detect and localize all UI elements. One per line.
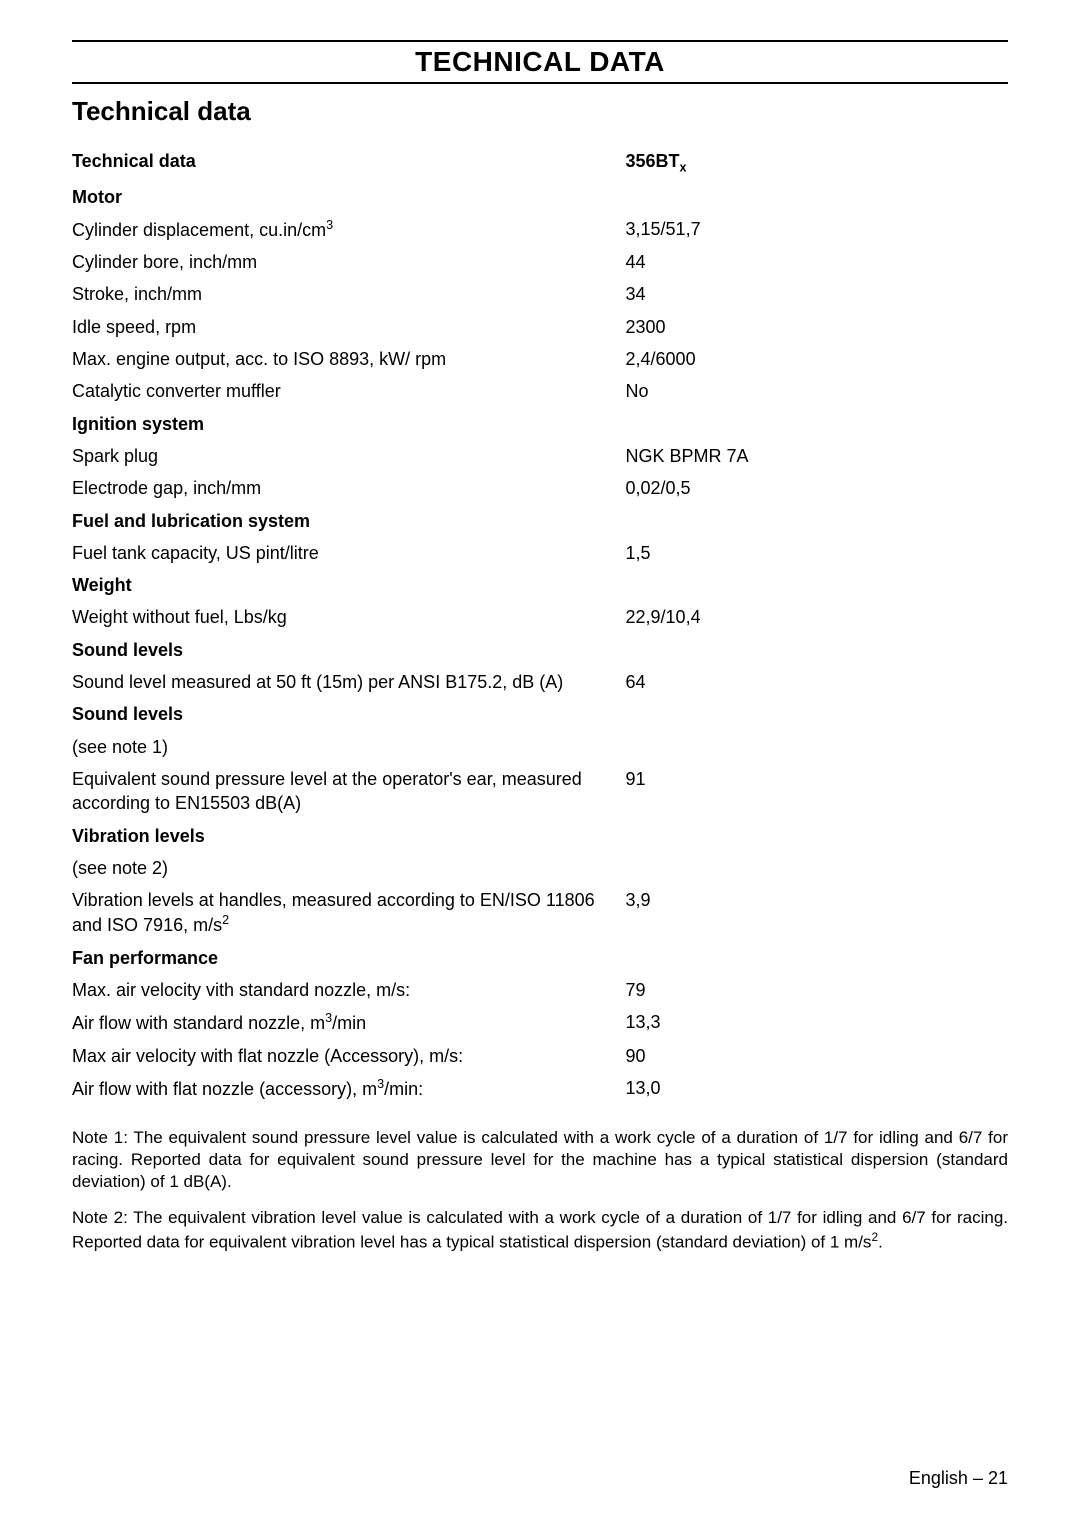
notes-block: Note 1: The equivalent sound pressure le…	[72, 1127, 1008, 1253]
section-header: Fuel and lubrication system	[72, 505, 606, 537]
table-row-value: 90	[606, 1040, 1008, 1072]
table-row-value: 22,9/10,4	[606, 601, 1008, 633]
section-header: Weight	[72, 569, 606, 601]
table-row-label: Catalytic converter muffler	[72, 375, 606, 407]
table-row-label: Equivalent sound pressure level at the o…	[72, 763, 606, 820]
note-2-text: Note 2: The equivalent vibration level v…	[72, 1208, 1008, 1251]
table-row-label: Weight without fuel, Lbs/kg	[72, 601, 606, 633]
table-row-label: Stroke, inch/mm	[72, 278, 606, 310]
table-header-col1: Technical data	[72, 145, 606, 181]
table-row-label: Idle speed, rpm	[72, 311, 606, 343]
table-row-label: Air flow with standard nozzle, m3/min	[72, 1006, 606, 1039]
page-title: TECHNICAL DATA	[72, 46, 1008, 78]
section-header: Sound levels	[72, 698, 606, 730]
table-row-value: 79	[606, 974, 1008, 1006]
table-row-value: 0,02/0,5	[606, 472, 1008, 504]
table-row-value: 13,3	[606, 1006, 1008, 1039]
table-row-value: 44	[606, 246, 1008, 278]
technical-data-table: Technical data356BTxMotorCylinder displa…	[72, 145, 1008, 1105]
table-row-label: Air flow with flat nozzle (accessory), m…	[72, 1072, 606, 1105]
section-header: Motor	[72, 181, 606, 213]
section-header: Fan performance	[72, 942, 606, 974]
table-row-value: 34	[606, 278, 1008, 310]
note-1: Note 1: The equivalent sound pressure le…	[72, 1127, 1008, 1193]
table-row-label: Sound level measured at 50 ft (15m) per …	[72, 666, 606, 698]
table-row-value: 2300	[606, 311, 1008, 343]
table-row-value: No	[606, 375, 1008, 407]
footer-lang: English	[909, 1468, 968, 1488]
table-row-label: Max air velocity with flat nozzle (Acces…	[72, 1040, 606, 1072]
table-row-label: Spark plug	[72, 440, 606, 472]
note-2: Note 2: The equivalent vibration level v…	[72, 1207, 1008, 1253]
table-row-value: 91	[606, 763, 1008, 820]
table-header-col2: 356BTx	[606, 145, 1008, 181]
table-row-label: Electrode gap, inch/mm	[72, 472, 606, 504]
table-row-value: 3,15/51,7	[606, 213, 1008, 246]
footer-page: 21	[988, 1468, 1008, 1488]
table-row-value	[606, 731, 1008, 763]
note-1-text: Note 1: The equivalent sound pressure le…	[72, 1128, 1008, 1191]
table-row-value: 13,0	[606, 1072, 1008, 1105]
table-row-label: Max. engine output, acc. to ISO 8893, kW…	[72, 343, 606, 375]
table-row-value: NGK BPMR 7A	[606, 440, 1008, 472]
section-header: Vibration levels	[72, 820, 606, 852]
section-header: Ignition system	[72, 408, 606, 440]
footer-sep: –	[968, 1468, 988, 1488]
section-header: Sound levels	[72, 634, 606, 666]
table-row-value: 2,4/6000	[606, 343, 1008, 375]
section-title: Technical data	[72, 96, 1008, 127]
table-row-label: (see note 2)	[72, 852, 606, 884]
header-rule-top	[72, 40, 1008, 42]
table-row-value: 64	[606, 666, 1008, 698]
table-row-label: Max. air velocity vith standard nozzle, …	[72, 974, 606, 1006]
table-row-label: Cylinder displacement, cu.in/cm3	[72, 213, 606, 246]
note-2-post: .	[878, 1232, 883, 1251]
table-row-value	[606, 852, 1008, 884]
table-row-value: 3,9	[606, 884, 1008, 942]
table-row-label: Cylinder bore, inch/mm	[72, 246, 606, 278]
table-row-label: Vibration levels at handles, measured ac…	[72, 884, 606, 942]
table-row-value: 1,5	[606, 537, 1008, 569]
page-footer: English – 21	[909, 1468, 1008, 1489]
header-rule-bottom	[72, 82, 1008, 84]
table-row-label: (see note 1)	[72, 731, 606, 763]
table-row-label: Fuel tank capacity, US pint/litre	[72, 537, 606, 569]
